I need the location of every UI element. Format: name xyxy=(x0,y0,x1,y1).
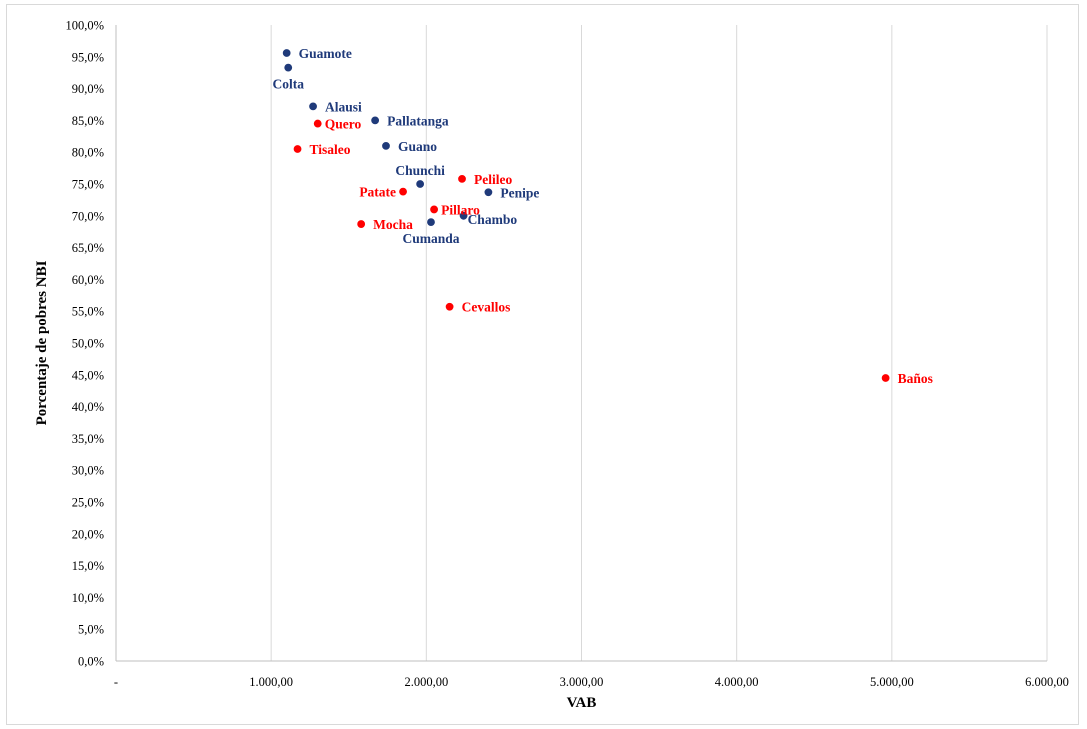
x-tick-label: - xyxy=(114,675,118,689)
data-label: Penipe xyxy=(500,185,539,200)
data-label: Colta xyxy=(272,77,304,92)
axis-layer xyxy=(115,25,1047,662)
y-tick-label: 85,0% xyxy=(72,114,104,128)
data-point xyxy=(429,204,439,215)
chart-frame xyxy=(6,4,1079,725)
data-point xyxy=(370,115,380,126)
data-label: Chunchi xyxy=(395,163,445,178)
y-tick-label: 25,0% xyxy=(72,496,104,510)
data-label: Cevallos xyxy=(462,300,511,315)
data-point xyxy=(458,211,469,221)
y-tick-label: 60,0% xyxy=(72,273,104,287)
data-labels: Guamote Colta Alausi Pallatanga Guano Chunchi… xyxy=(272,46,932,386)
y-tick-label: 20,0% xyxy=(72,527,104,541)
data-point xyxy=(444,302,455,312)
y-tick-label: 30,0% xyxy=(72,464,104,478)
data-label: Patate xyxy=(359,185,396,200)
data-point xyxy=(281,48,292,58)
data-point xyxy=(483,187,494,197)
data-points xyxy=(281,48,891,383)
y-tick-label: 70,0% xyxy=(72,209,104,223)
data-label: Guano xyxy=(398,139,437,154)
data-label: Chambo xyxy=(468,212,518,227)
y-tick-label: 35,0% xyxy=(72,432,104,446)
y-tick-label: 50,0% xyxy=(72,337,104,351)
y-tick-label: 55,0% xyxy=(72,305,104,319)
x-tick-label: 2.000,00 xyxy=(404,675,448,689)
grid-layer xyxy=(270,25,1048,661)
y-axis-title: Porcentaje de pobres NBI xyxy=(34,260,50,425)
data-label: Alausi xyxy=(325,99,362,114)
data-label: Baños xyxy=(898,371,933,386)
data-point xyxy=(308,101,318,112)
y-tick-label: 5,0% xyxy=(78,623,104,637)
x-axis-title: VAB xyxy=(567,695,597,711)
x-tick-label: 4.000,00 xyxy=(715,675,759,689)
y-tick-labels: 0,0% 5,0% 10,0% 15,0% 20,0% 25,0% 30,0% 35,0% 40… xyxy=(65,19,104,669)
y-tick-label: 80,0% xyxy=(72,146,104,160)
x-tick-label: 1.000,00 xyxy=(249,675,293,689)
data-point xyxy=(292,144,303,154)
data-label: Pillaro xyxy=(441,202,480,217)
data-point xyxy=(415,179,425,189)
data-point xyxy=(356,219,366,229)
data-label: Pelileo xyxy=(474,172,512,187)
y-tick-label: 95,0% xyxy=(72,50,104,64)
y-tick-label: 0,0% xyxy=(78,655,104,669)
y-tick-label: 40,0% xyxy=(72,400,104,414)
data-point xyxy=(880,373,891,383)
y-tick-label: 75,0% xyxy=(72,178,104,192)
x-tick-labels: - 1.000,00 2.000,00 3.000,00 4.000,00 5.000,0… xyxy=(114,675,1069,689)
data-label: Pallatanga xyxy=(387,113,449,128)
y-tick-label: 10,0% xyxy=(72,591,104,605)
data-point xyxy=(457,174,467,184)
y-tick-label: 65,0% xyxy=(72,241,104,255)
y-tick-label: 90,0% xyxy=(72,82,104,96)
data-point xyxy=(426,217,436,227)
y-tick-label: 100,0% xyxy=(65,19,104,33)
x-tick-label: 3.000,00 xyxy=(560,675,604,689)
data-point xyxy=(398,186,408,197)
data-point xyxy=(381,141,391,151)
x-tick-label: 6.000,00 xyxy=(1025,675,1069,689)
y-tick-label: 45,0% xyxy=(72,368,104,382)
data-label: Quero xyxy=(325,117,362,132)
data-point xyxy=(313,118,323,129)
data-label: Cumanda xyxy=(402,231,459,246)
x-tick-label: 5.000,00 xyxy=(870,675,914,689)
data-label: Guamote xyxy=(299,46,352,61)
data-point xyxy=(283,62,293,73)
data-label: Mocha xyxy=(373,217,413,232)
data-label: Tisaleo xyxy=(310,142,351,157)
y-tick-label: 15,0% xyxy=(72,559,104,573)
